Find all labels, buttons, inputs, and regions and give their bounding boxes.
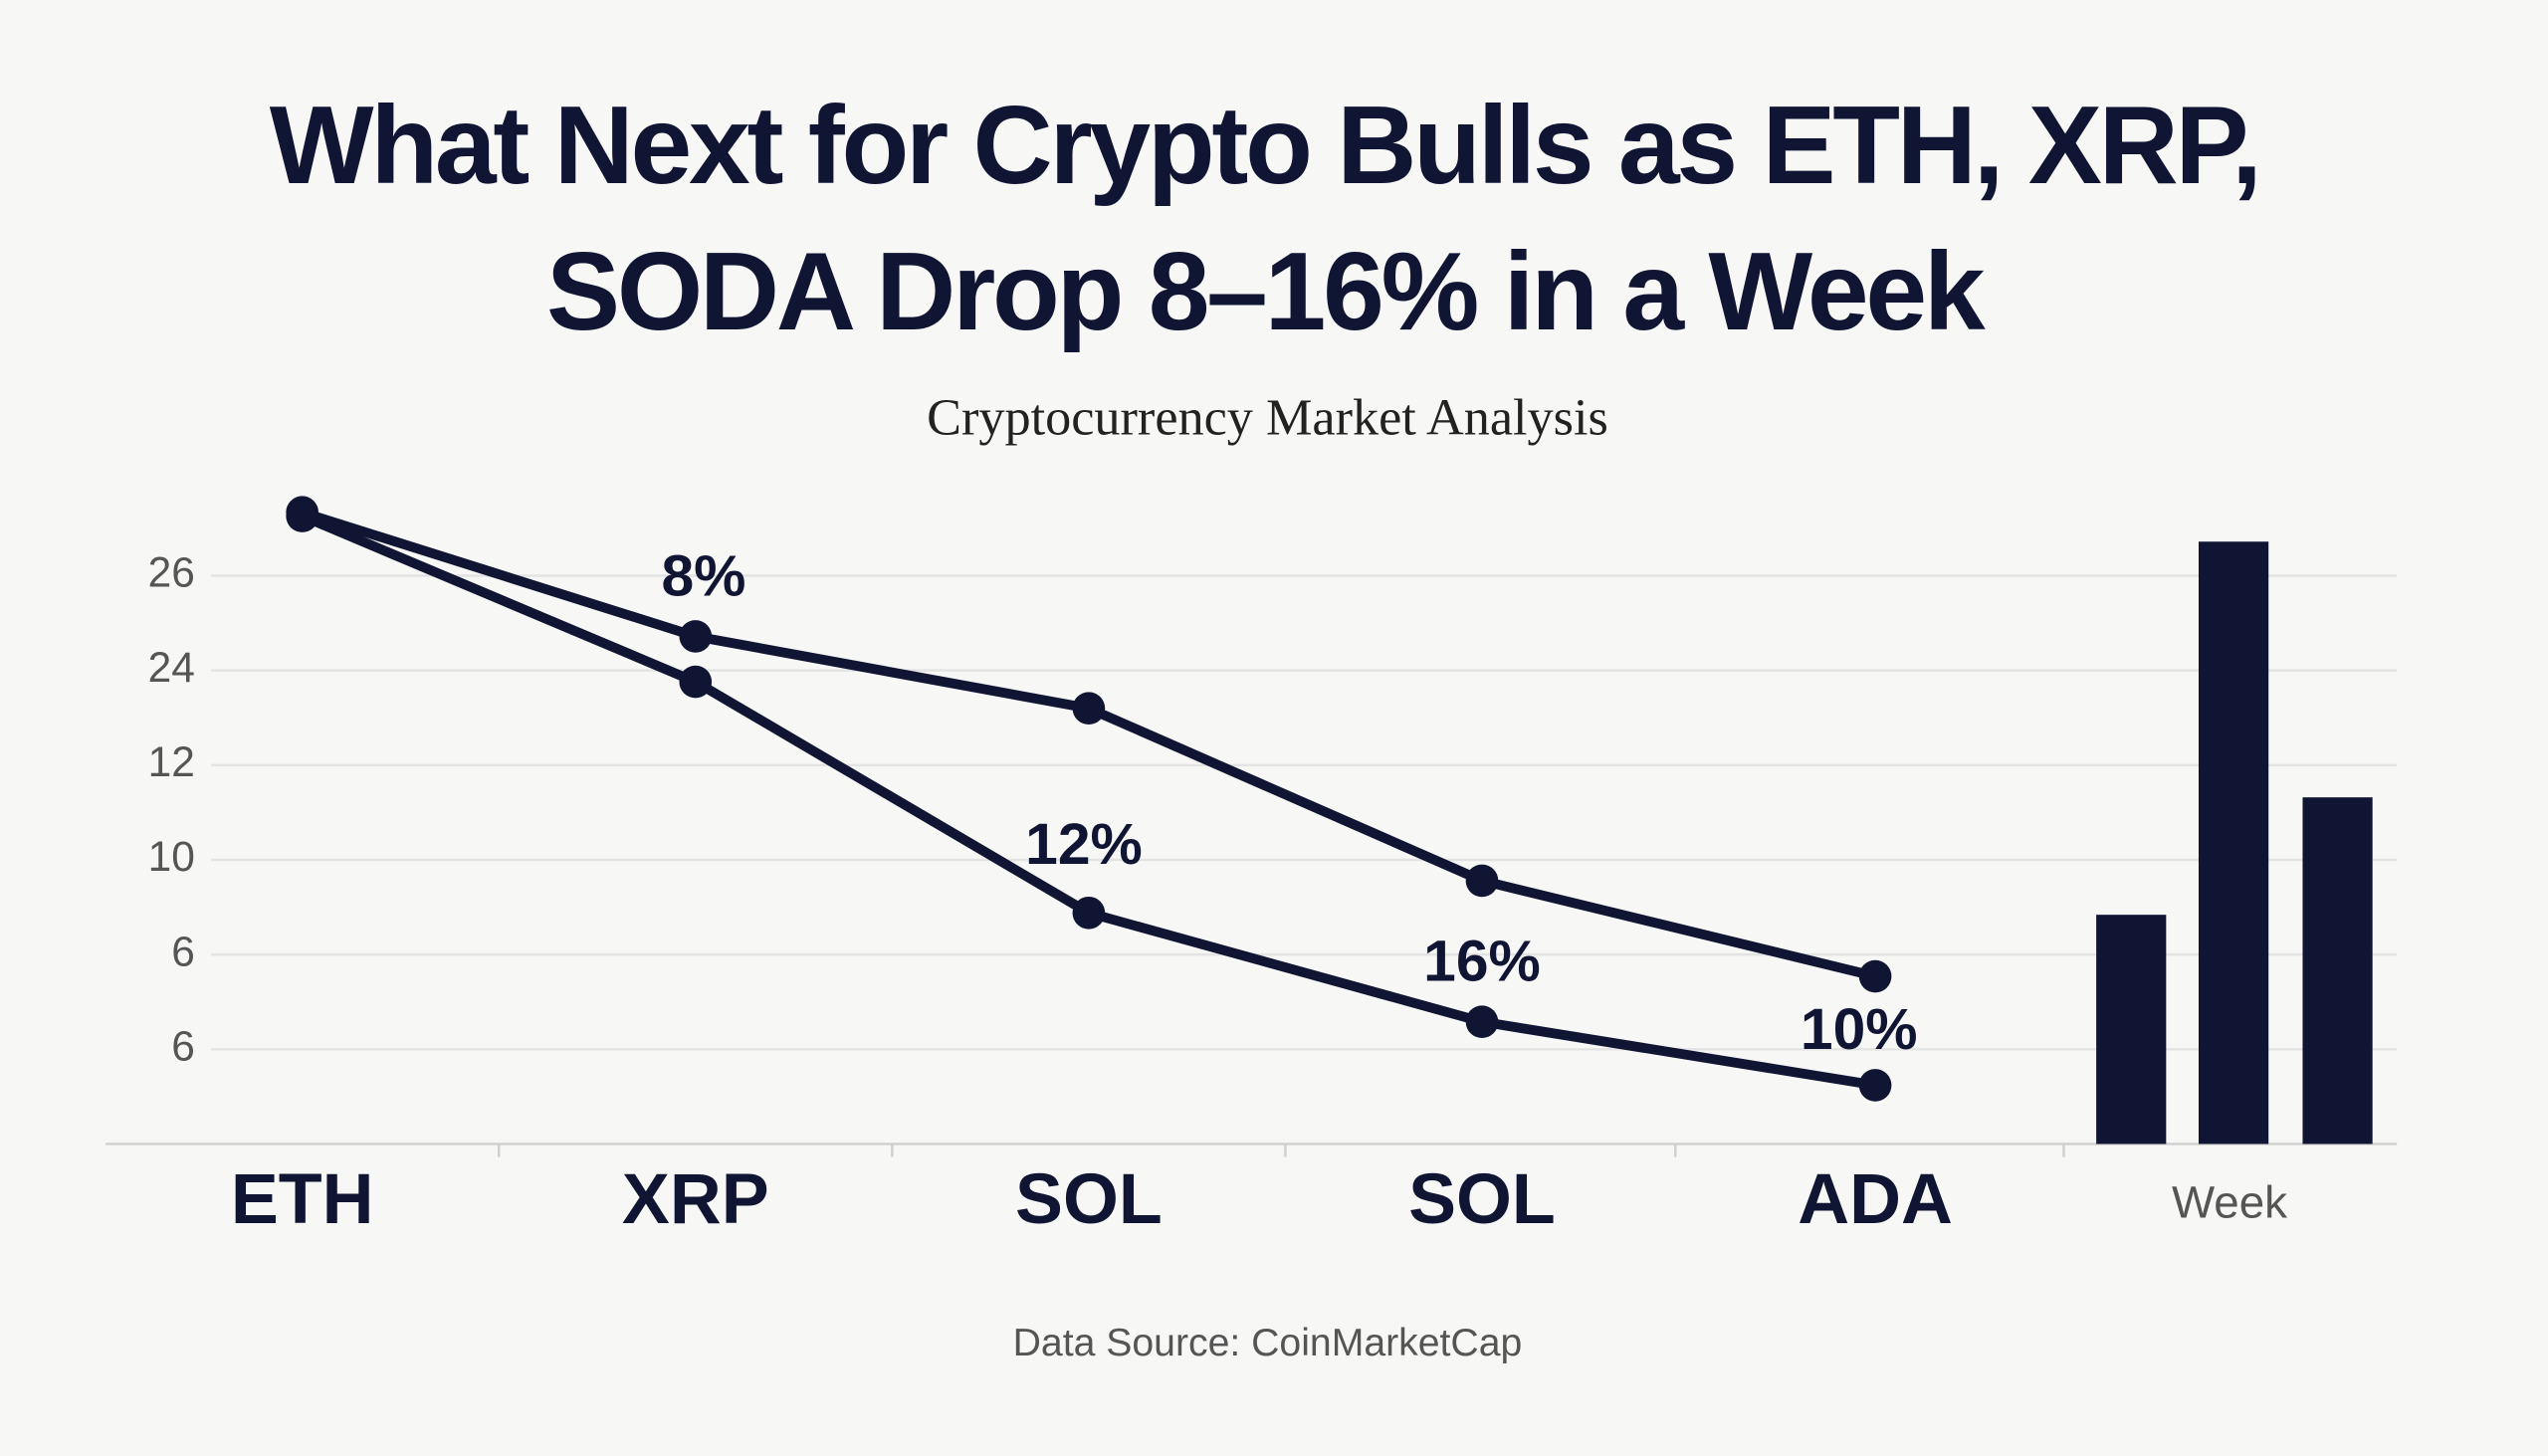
y-tick-label: 6 [171,1023,195,1070]
point [1465,864,1499,898]
x-tick-label: XRP [622,1159,769,1239]
point [679,620,713,653]
x-axis-label: Week [2172,1177,2287,1228]
point [679,665,713,699]
x-tick-label: SOL [1015,1159,1163,1239]
title-line: SODA Drop 8–16% in a Week [546,229,1986,353]
bar [2302,797,2373,1144]
annotation: 12% [1025,812,1143,877]
y-tick-label: 12 [148,738,195,785]
point [1072,692,1106,726]
chart-subtitle: Cryptocurrency Market Analysis [927,389,1608,447]
point [1465,1005,1499,1039]
y-tick-label: 6 [171,928,195,974]
source: Data Source: CoinMarketCap [1013,1322,1523,1364]
point [1858,1069,1892,1102]
x-tick-label: ETH [231,1159,374,1239]
point [1858,959,1892,993]
bar [2198,541,2269,1144]
x-tick-label: SOL [1408,1159,1556,1239]
annotation: 8% [661,543,745,608]
annotation: 16% [1423,929,1541,993]
point [286,500,318,532]
y-tick-label: 24 [148,644,195,691]
title-line: What Next for Crypto Bulls as ETH, XRP, [270,84,2259,208]
chart-title: What Next for Crypto Bulls as ETH, XRP, S… [270,84,2259,354]
x-tick-label: ADA [1798,1159,1953,1239]
bar [2096,915,2167,1144]
y-tick-label: 10 [148,833,195,880]
point [1072,896,1106,930]
annotation: 10% [1801,997,1918,1062]
y-tick-label: 26 [148,549,195,596]
